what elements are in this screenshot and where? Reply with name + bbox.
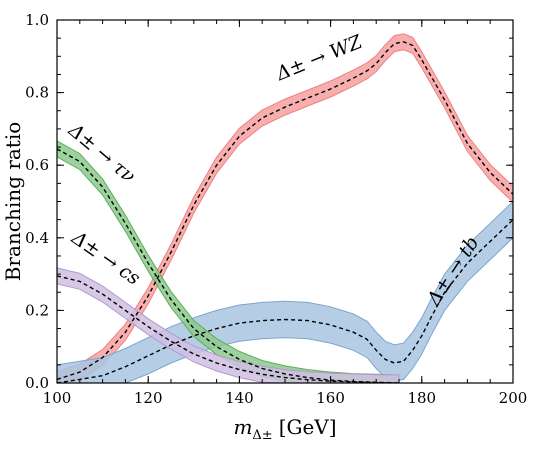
y-tick-label: 0.4 [25, 229, 49, 247]
y-tick-label: 1.0 [25, 11, 49, 29]
line-series-1 [57, 219, 513, 383]
central-lines [57, 41, 513, 383]
x-axis-label-subscript: Δ± [252, 428, 272, 443]
x-tick-label: 120 [134, 389, 163, 407]
curve-annotations: Δ± → WZΔ± → τνΔ± → cs Δ± → tb [64, 31, 484, 311]
band-series-2 [57, 140, 400, 383]
band-series-0 [57, 33, 513, 383]
x-tick-label: 180 [407, 389, 436, 407]
x-tick-label: 200 [499, 389, 528, 407]
y-axis-label: Branching ratio [1, 122, 25, 282]
uncertainty-bands [57, 33, 513, 383]
y-tick-label: 0.8 [25, 84, 49, 102]
x-tick-label: 100 [43, 389, 72, 407]
x-tick-label: 140 [225, 389, 254, 407]
y-tick-label: 0.6 [25, 156, 49, 174]
line-series-0 [57, 41, 513, 381]
x-axis-label-unit: [GeV] [279, 415, 337, 439]
x-tick-label: 160 [316, 389, 345, 407]
x-axis-label: mΔ± [GeV] [233, 415, 336, 443]
axis-ticks: 100 120 140 160 180 200 0.0 0.2 0.4 0.6 0.8 1.0 [25, 11, 527, 407]
x-axis-label-symbol: m [233, 415, 252, 439]
line-series-3 [57, 275, 400, 383]
y-tick-label: 0.0 [25, 374, 49, 392]
band-series-3 [57, 267, 400, 383]
y-tick-label: 0.2 [25, 301, 49, 319]
